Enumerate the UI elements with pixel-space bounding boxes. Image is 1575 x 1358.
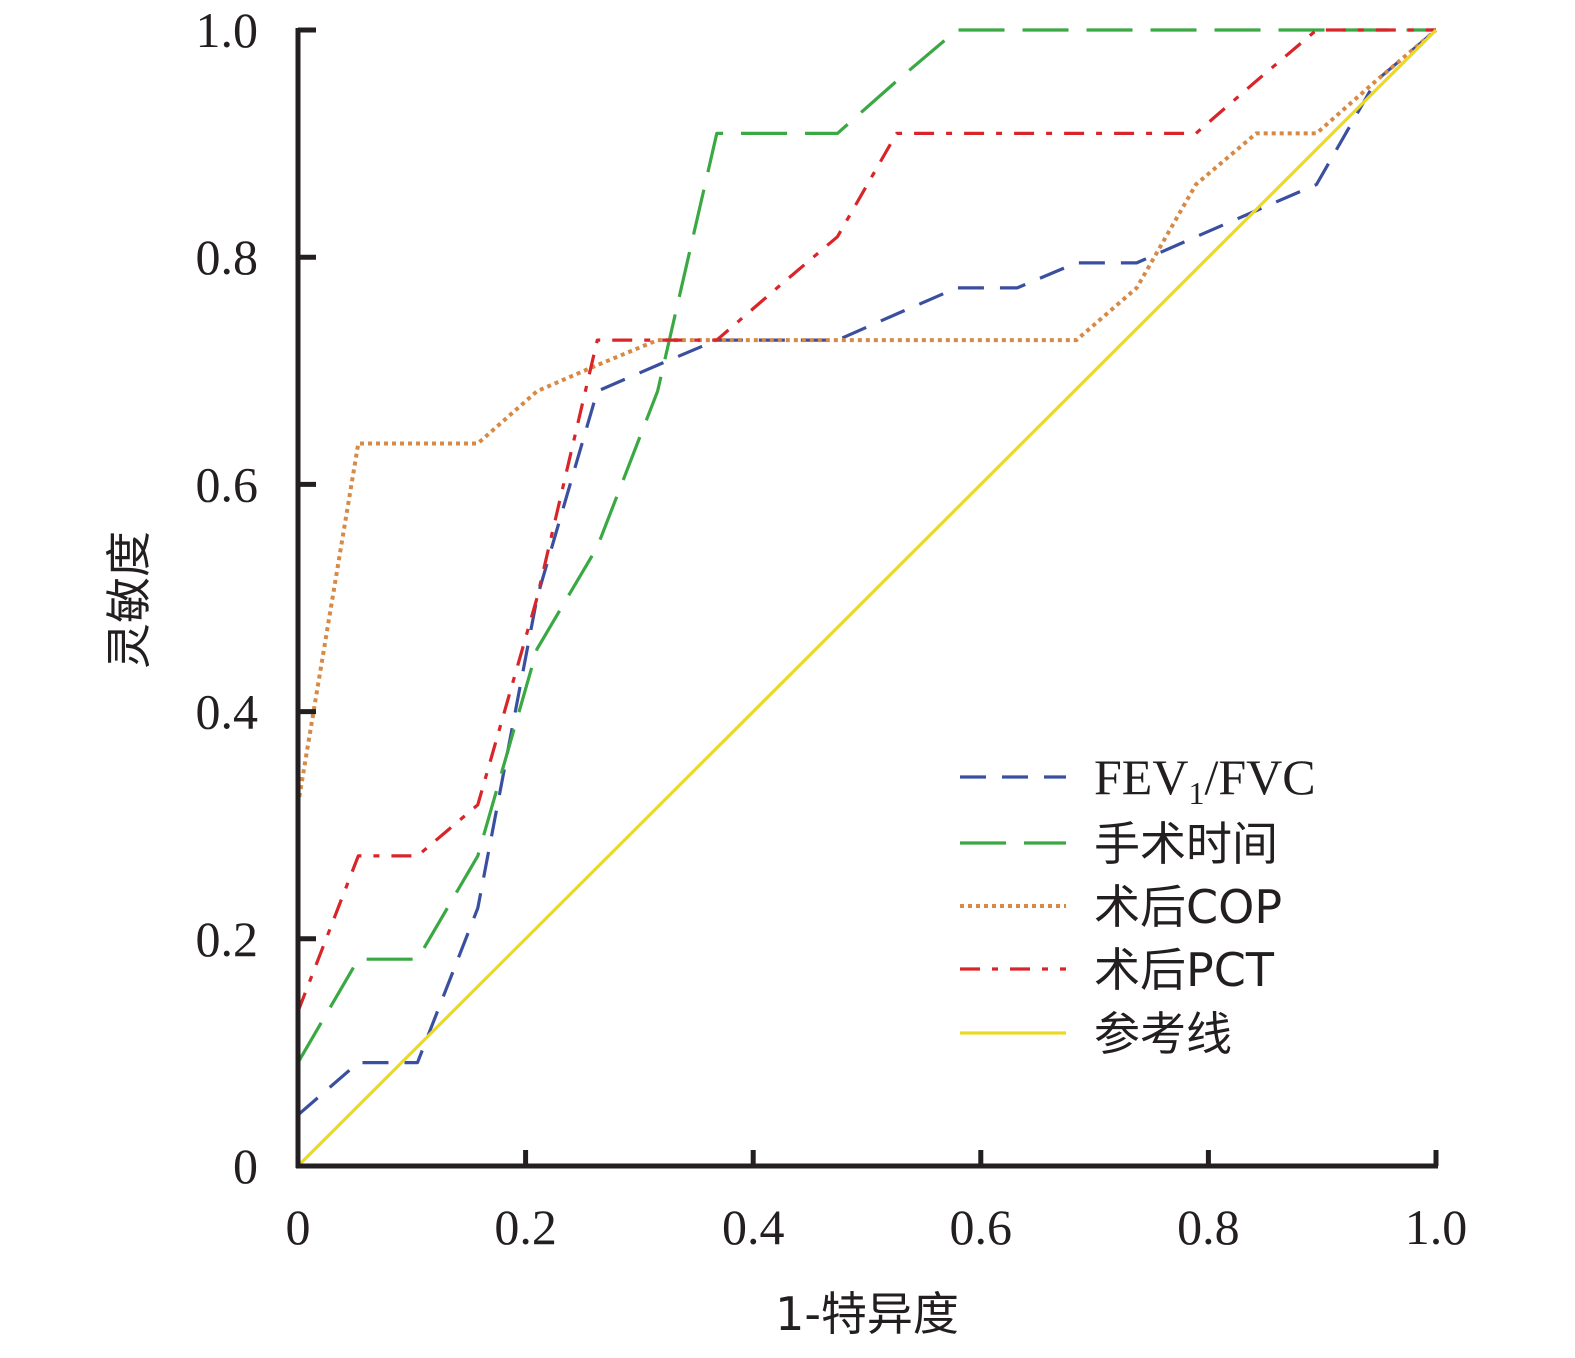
series-line-1	[296, 28, 1438, 1117]
legend-label-5: 参考线	[1094, 1007, 1232, 1061]
x-tick-label: 0.4	[722, 1199, 785, 1255]
y-tick-label: 0.8	[196, 229, 259, 285]
series-line-5	[296, 28, 1438, 1168]
series-line-2	[296, 28, 1436, 1064]
y-tick-label: 0	[233, 1138, 258, 1194]
y-tick-label: 0.6	[196, 456, 259, 512]
legend-label-4: 术后PCT	[1094, 943, 1275, 997]
legend-label-3: 术后COP	[1094, 880, 1282, 934]
x-tick-label: 0.6	[950, 1199, 1013, 1255]
series-layer	[296, 28, 1438, 1168]
x-tick-label: 0.2	[494, 1199, 557, 1255]
y-tick-label: 0.4	[196, 684, 259, 740]
x-tick-label: 0.8	[1177, 1199, 1240, 1255]
legend-label-1: FEV1/FVC	[1094, 749, 1316, 811]
legend-label-2: 手术时间	[1094, 817, 1278, 871]
legend-label-tail: /FVC	[1204, 749, 1315, 805]
axes-layer	[295, 28, 1438, 1169]
x-tick-label: 0	[286, 1199, 311, 1255]
x-tick-label: 1.0	[1405, 1199, 1468, 1255]
ticks-layer: 0 0.2 0.4 0.6 0.8 1.0 0 0.2 0.4 0.6 0.8 1.0	[196, 2, 1468, 1255]
y-tick-label: 0.2	[196, 911, 259, 967]
legend-label-main: FEV	[1094, 749, 1188, 805]
series-line-3	[296, 28, 1438, 806]
x-axis-title: 1-特异度	[775, 1287, 959, 1341]
y-tick-label: 1.0	[196, 2, 259, 58]
y-axis-title: 灵敏度	[102, 531, 156, 669]
legend-label-subscript: 1	[1188, 775, 1204, 811]
